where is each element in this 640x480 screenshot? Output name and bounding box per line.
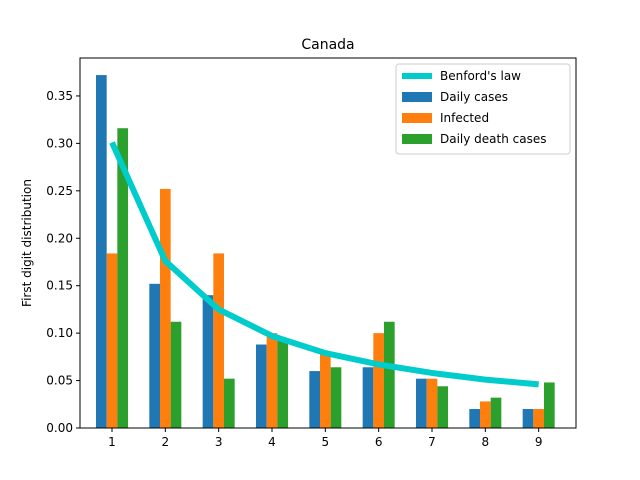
bar-infected-2 (160, 188, 171, 428)
legend-swatch (402, 113, 432, 123)
axes-layer: 1 2 3 4 5 6 7 8 9 0.00 0.05 0.10 0.15 0.20 0.25 0.30 0.3… (46, 57, 577, 449)
x-tick-label: 6 (375, 435, 383, 449)
bar-infected-1 (106, 253, 118, 428)
bar-infected-6 (373, 333, 384, 428)
bar-daily-cases-9 (522, 409, 534, 428)
bar-daily-death-cases-4 (277, 340, 288, 428)
bar-infected-5 (320, 352, 331, 428)
benford-line (109, 141, 539, 388)
legend-box (395, 63, 571, 155)
bar-daily-death-cases-5 (330, 367, 342, 428)
bars-layer (96, 75, 555, 429)
x-tick-label: 8 (482, 435, 490, 449)
x-tick-label: 7 (428, 435, 436, 449)
bar-daily-death-cases-6 (384, 321, 395, 428)
x-tick-label: 3 (215, 435, 223, 449)
y-tick-label: 0.35 (46, 89, 73, 103)
legend-swatch (402, 134, 432, 144)
legend-swatch (402, 92, 432, 102)
bar-daily-death-cases-1 (117, 128, 128, 428)
y-tick-label: 0.10 (46, 326, 73, 340)
y-tick-label: 0.00 (46, 421, 73, 435)
x-tick-label: 2 (162, 435, 170, 449)
x-tick-label: 5 (322, 435, 330, 449)
bar-daily-cases-7 (416, 378, 427, 428)
bar-daily-cases-6 (362, 367, 374, 428)
bar-daily-death-cases-8 (490, 397, 502, 428)
y-tick-label: 0.25 (46, 184, 73, 198)
bar-infected-3 (213, 253, 224, 428)
legend: Benford's law Daily cases Infected Daily de… (395, 63, 571, 155)
bar-infected-4 (266, 333, 278, 428)
bar-daily-death-cases-9 (544, 382, 555, 428)
x-tick-label: 1 (108, 435, 116, 449)
legend-label: Benford's law (440, 69, 521, 83)
bar-daily-cases-8 (469, 409, 480, 428)
y-axis-label: First digit distribution (20, 179, 34, 307)
bar-daily-cases-5 (309, 371, 320, 428)
bar-daily-cases-2 (149, 283, 160, 428)
y-tick-label: 0.30 (46, 136, 73, 150)
y-tick-label: 0.20 (46, 231, 73, 245)
legend-label: Daily cases (440, 90, 508, 104)
bar-infected-7 (426, 378, 438, 428)
benford-line-layer (109, 141, 539, 388)
bar-daily-cases-3 (202, 295, 214, 428)
chart-title: Canada (301, 37, 354, 53)
legend-label: Infected (440, 111, 489, 125)
plot-frame (79, 57, 577, 429)
bar-daily-death-cases-7 (437, 386, 448, 428)
bar-daily-cases-4 (256, 344, 267, 428)
bar-daily-cases-1 (96, 75, 107, 429)
legend-label: Daily death cases (440, 132, 547, 146)
bar-infected-9 (533, 409, 544, 428)
bar-daily-death-cases-3 (224, 378, 235, 428)
x-tick-label: 9 (535, 435, 543, 449)
bar-infected-8 (480, 401, 491, 428)
x-tick-label: 4 (268, 435, 276, 449)
y-tick-label: 0.05 (46, 374, 73, 388)
y-tick-label: 0.15 (46, 279, 73, 293)
bar-daily-death-cases-2 (170, 321, 182, 428)
